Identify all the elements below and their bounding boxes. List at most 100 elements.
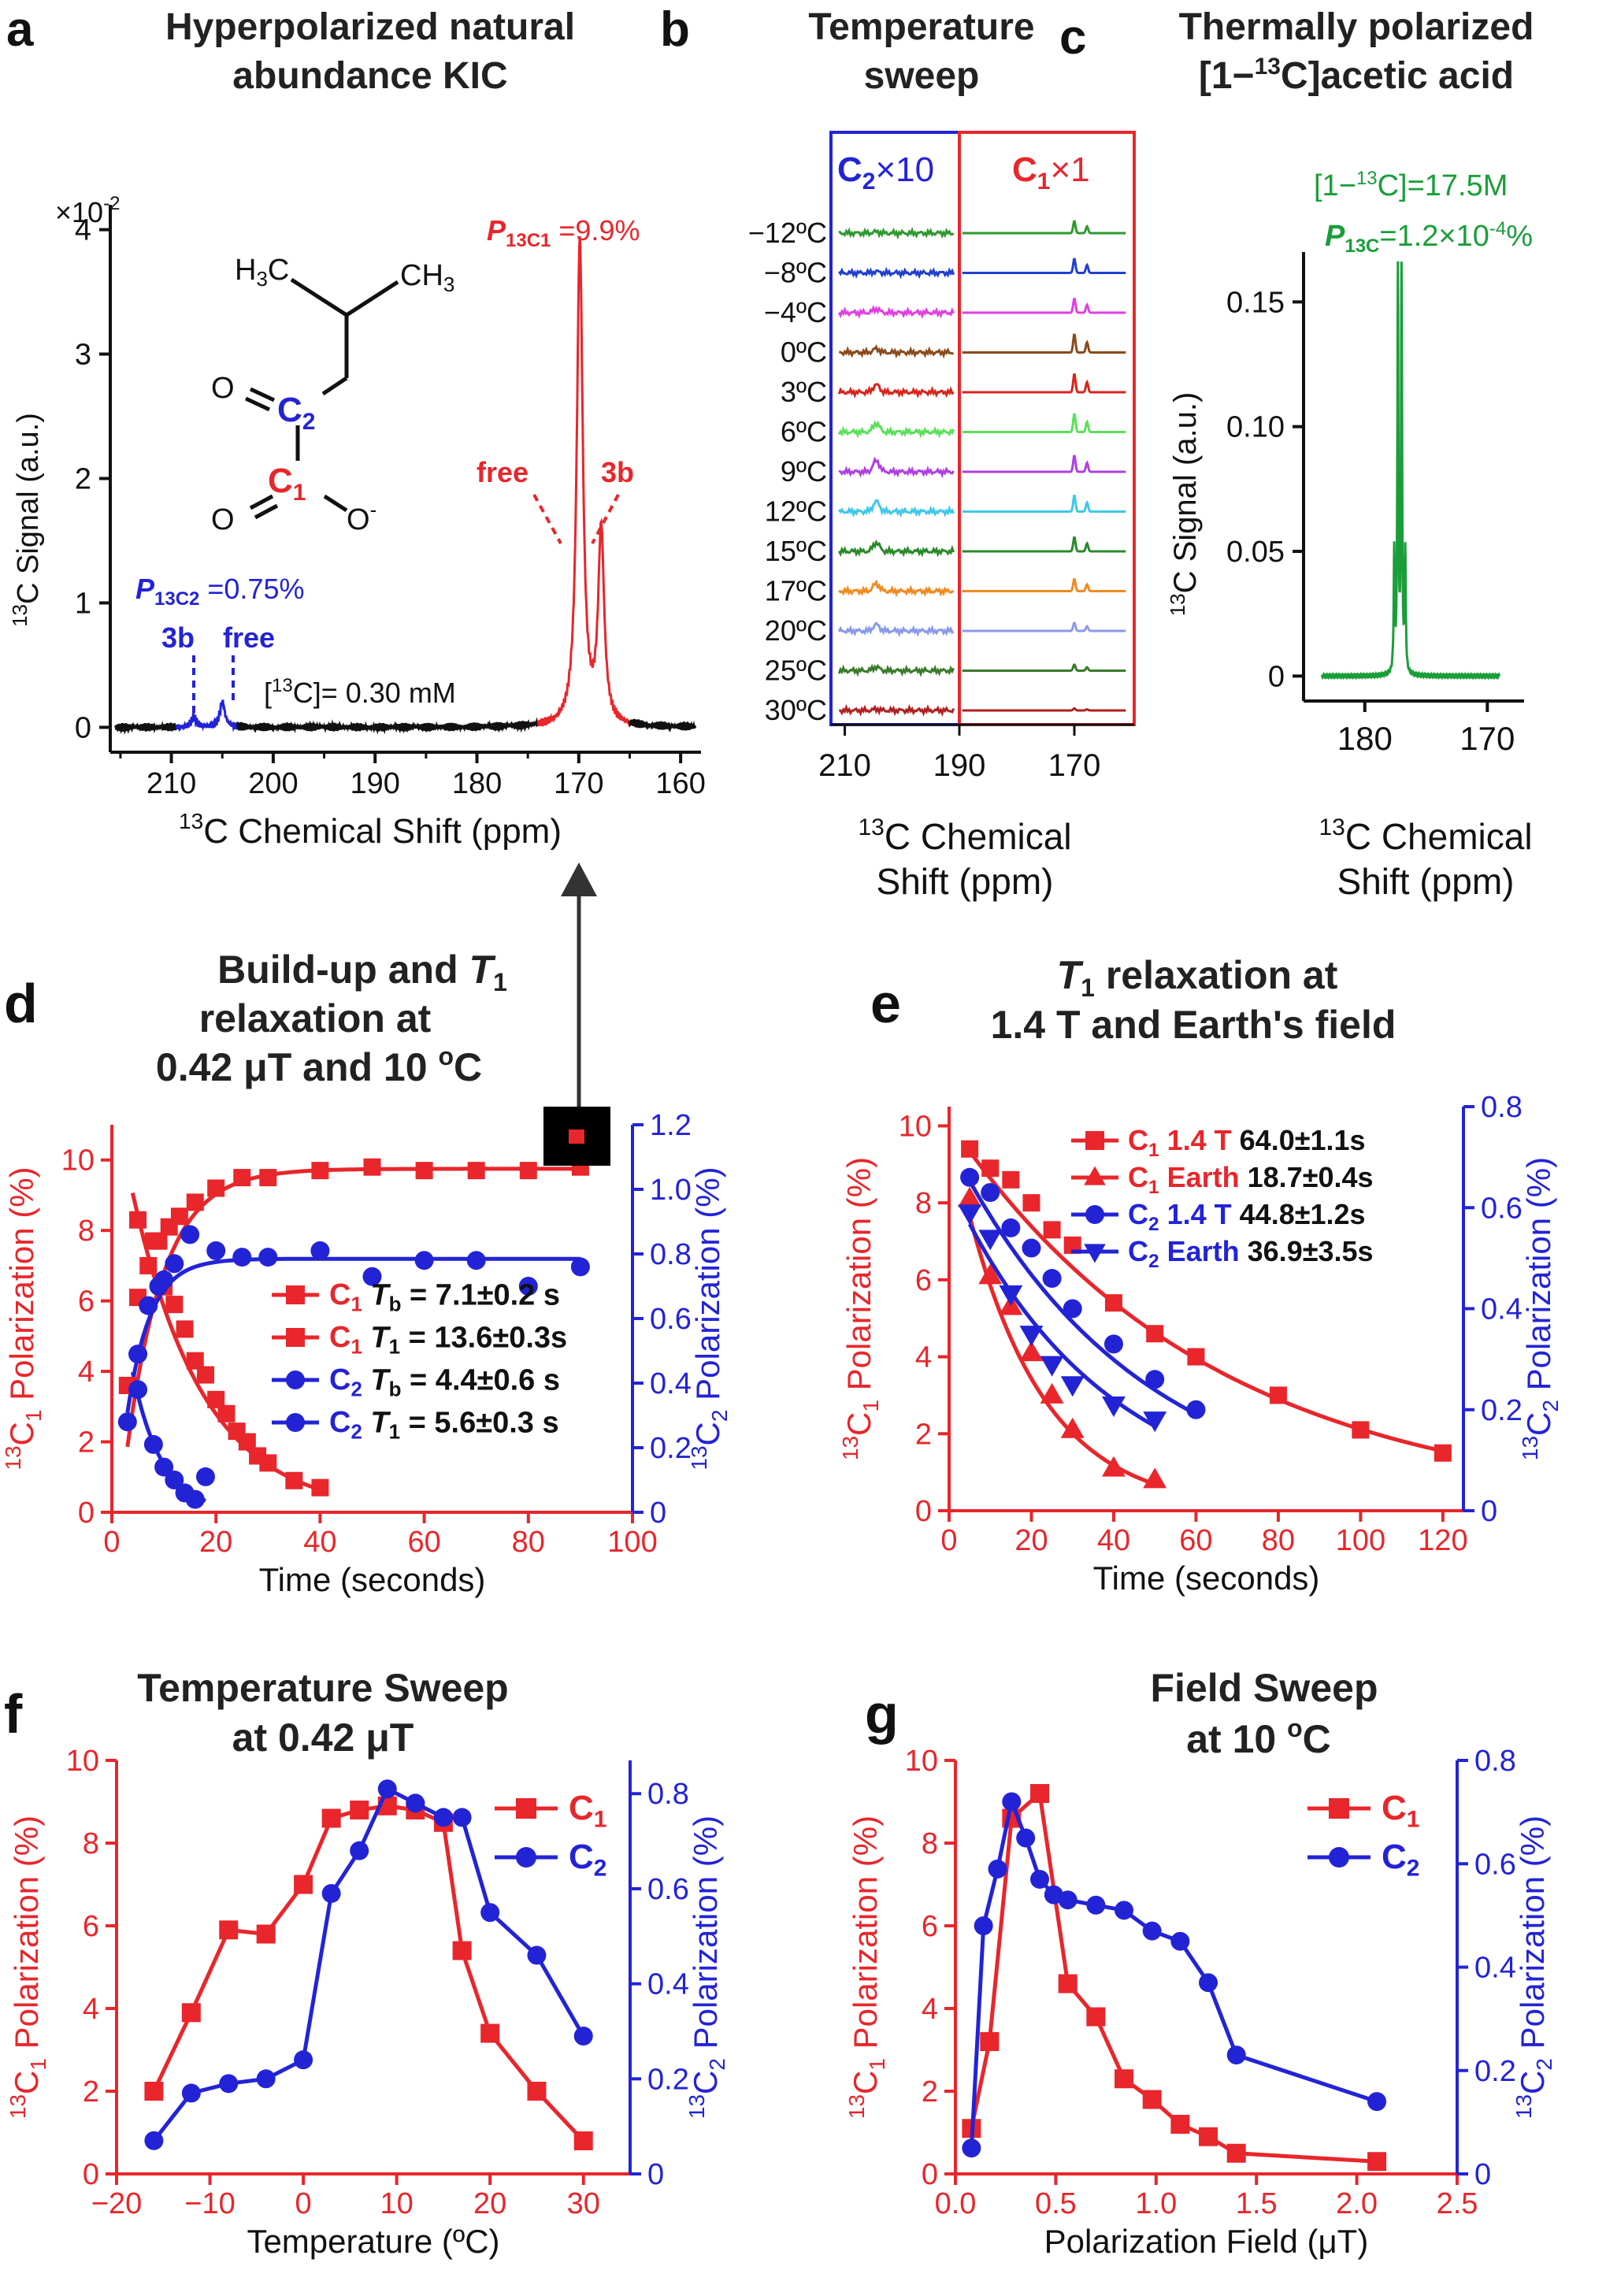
bond-c2-o-double-2 [244,396,271,412]
panel-d-legend-item-part-0 [362,1321,371,1354]
panel-b-trace-c2 [838,266,955,280]
panel-e-ytick-right-label: 0.8 [1481,1091,1523,1124]
panel-d-title-1: Build-up and T1 [217,948,507,996]
panel-d-series-c1-decay-point [259,1454,277,1472]
panel-b-trace-c1 [962,298,1126,314]
panel-f-ytick-left-label: 6 [83,1910,99,1943]
panel-b-xtick-label: 190 [933,748,986,783]
panel-d-legend-item-sym: C [329,1363,351,1397]
panel-b-c2-header-rest: ×10 [875,150,934,189]
panel-c-polarization: P13C=1.2×10-4% [1325,218,1533,257]
panel-a-p13c2: P13C2 =0.75% [135,573,305,610]
panel-e-legend-item-sym: C [1128,1124,1148,1156]
panel-d-legend-item-sub: 2 [351,1421,362,1443]
panel-c: c Thermally polarized [1−13C]acetic acid… [1059,6,1534,902]
panel-d-legend-item-part-0 [362,1363,371,1397]
panel-f-series-c1-point [144,2082,164,2101]
panel-d-legend-item-sub: 1 [351,1336,362,1358]
panel-d-title-t-sub: 1 [493,968,507,996]
panel-a: a Hyperpolarized natural abundance KIC ×… [6,2,706,851]
panel-d-ylabel-right-part: 2 [707,1410,732,1422]
panel-a-xtick-label: 200 [248,767,298,800]
panel-g-series-c2-point [1016,1828,1036,1848]
panel-d-series-c2-decay-point [195,1467,215,1486]
panel-d-legend-item-sym: C [329,1321,351,1354]
panel-e-xtick-label: 60 [1179,1524,1212,1557]
panel-a-xlabel-text: C Chemical Shift (ppm) [203,812,562,851]
panel-a-xtick-label: 170 [554,767,603,800]
panel-f-series-c1-point [181,2003,201,2023]
panel-g-legend-item-sym: C [1382,1838,1407,1876]
panel-g-ylabel-left-part: 1 [865,2058,889,2071]
panel-e-legend-item-part-0: Earth [1159,1235,1240,1267]
panel-a-p13c2-p: P [135,573,155,605]
panel-e-legend-item-part-0: 1.4 T [1159,1198,1232,1230]
panel-d-series-c1-buildup-point [311,1162,329,1180]
panel-f-ylabel-right-part: 2 [705,2058,729,2071]
panel-f-ytick-left-label: 0 [83,2158,99,2191]
panel-d-xtick-label: 20 [199,1526,232,1559]
panel-b-trace-c1 [962,707,1126,712]
panel-c-ytick-label: 0 [1268,660,1285,693]
panel-e-series-c1-earth-point [1019,1341,1044,1362]
panel-e-ylabel-right-part: 2 [1538,1400,1563,1412]
panel-f-legend-marker [516,1798,536,1819]
panel-a-ylabel-text: C Signal (a.u.) [12,413,45,604]
panel-a-ytick-label: 0 [75,711,91,744]
panel-a-spectrum-baseline-left [114,721,177,736]
panel-b-trace-c2 [839,703,955,717]
panel-d-series-c2-decay-point [185,1489,205,1509]
panel-g-series-c1-point [1170,2115,1190,2134]
panel-a-peak-dashes [192,494,620,720]
panel-f-xtick-label: 30 [567,2187,600,2220]
panel-b-c2-header-c: C [837,150,862,189]
panel-f-xtick-label: −10 [184,2187,235,2220]
mol-o-minus: O- [347,498,376,536]
panel-e-series-c2-earth-point [1060,1376,1085,1397]
panel-d-legend-item-part-3: = 4.4±0.6 s [402,1363,561,1397]
panel-c-conc-sup: 13 [1356,168,1378,189]
panel-e-ylabel-left-part: C [840,1412,877,1436]
panel-a-spectrum-baseline-mid [236,717,539,735]
panel-d-series-c1-buildup-point [415,1162,433,1180]
panel-e-fit-c2-14T [967,1180,1197,1416]
panel-f-legend-item-sym: C [569,1838,594,1876]
panel-e-series-c1-14T-point [1063,1236,1081,1254]
panel-d-letter: d [4,973,38,1034]
panel-g-series-c1-point [1058,1974,1077,1994]
panel-d-legend-item-part-3: = 5.6±0.3 s [400,1406,559,1439]
panel-c-pol-unit: % [1506,220,1533,253]
panel-d-series-c1-buildup-point [186,1193,204,1211]
panel-d-series-c1-decay-point [238,1433,256,1451]
panel-g-ytick-left-label: 0 [922,2158,938,2191]
panel-b-xtick-label: 210 [818,748,871,783]
panel-f-series-c2-point [350,1841,369,1860]
panel-e-title-1: T1 relaxation at [1057,953,1338,1002]
panel-e-ytick-left-label: 10 [899,1110,932,1143]
dash-free-c1 [532,494,562,544]
panel-c-xlabel-sup: 13 [1319,814,1345,840]
panel-b-temp-label: 15ºC [765,535,827,567]
panel-a-scale-note-exp: -2 [103,193,120,214]
mol-ch3-ch: CH [400,259,443,292]
panel-d-title-t: T [469,948,497,992]
panel-d-ytick-left-label: 8 [78,1215,95,1248]
panel-f-letter: f [4,1683,23,1745]
mol-o2: O [211,503,235,536]
panel-e-title-1-rest: relaxation at [1095,953,1338,997]
panel-e-legend-item-part-1: 64.0±1.1s [1232,1124,1366,1156]
mol-c2: C2 [277,391,315,435]
panel-g-series-c1-point [1142,2090,1162,2109]
panel-g-xtick-label: 2.5 [1437,2187,1478,2220]
panel-e-series-c1-earth-point [1143,1467,1167,1489]
panel-d-series-c2-buildup-point [258,1248,278,1267]
panel-b-c1-header-c: C [1012,150,1037,189]
panel-d-legend-item-part-2: 1 [389,1334,400,1358]
panel-b-trace-c2 [837,663,955,677]
panel-d-series-c1-decay-point [207,1390,225,1408]
panel-g-series-c1-point [1086,2007,1106,2027]
panel-a-p13c2-sub: 13C2 [154,588,199,610]
panel-g-series-c2-point [1226,2046,1246,2065]
panel-d-series-c2-buildup-point [310,1241,330,1260]
